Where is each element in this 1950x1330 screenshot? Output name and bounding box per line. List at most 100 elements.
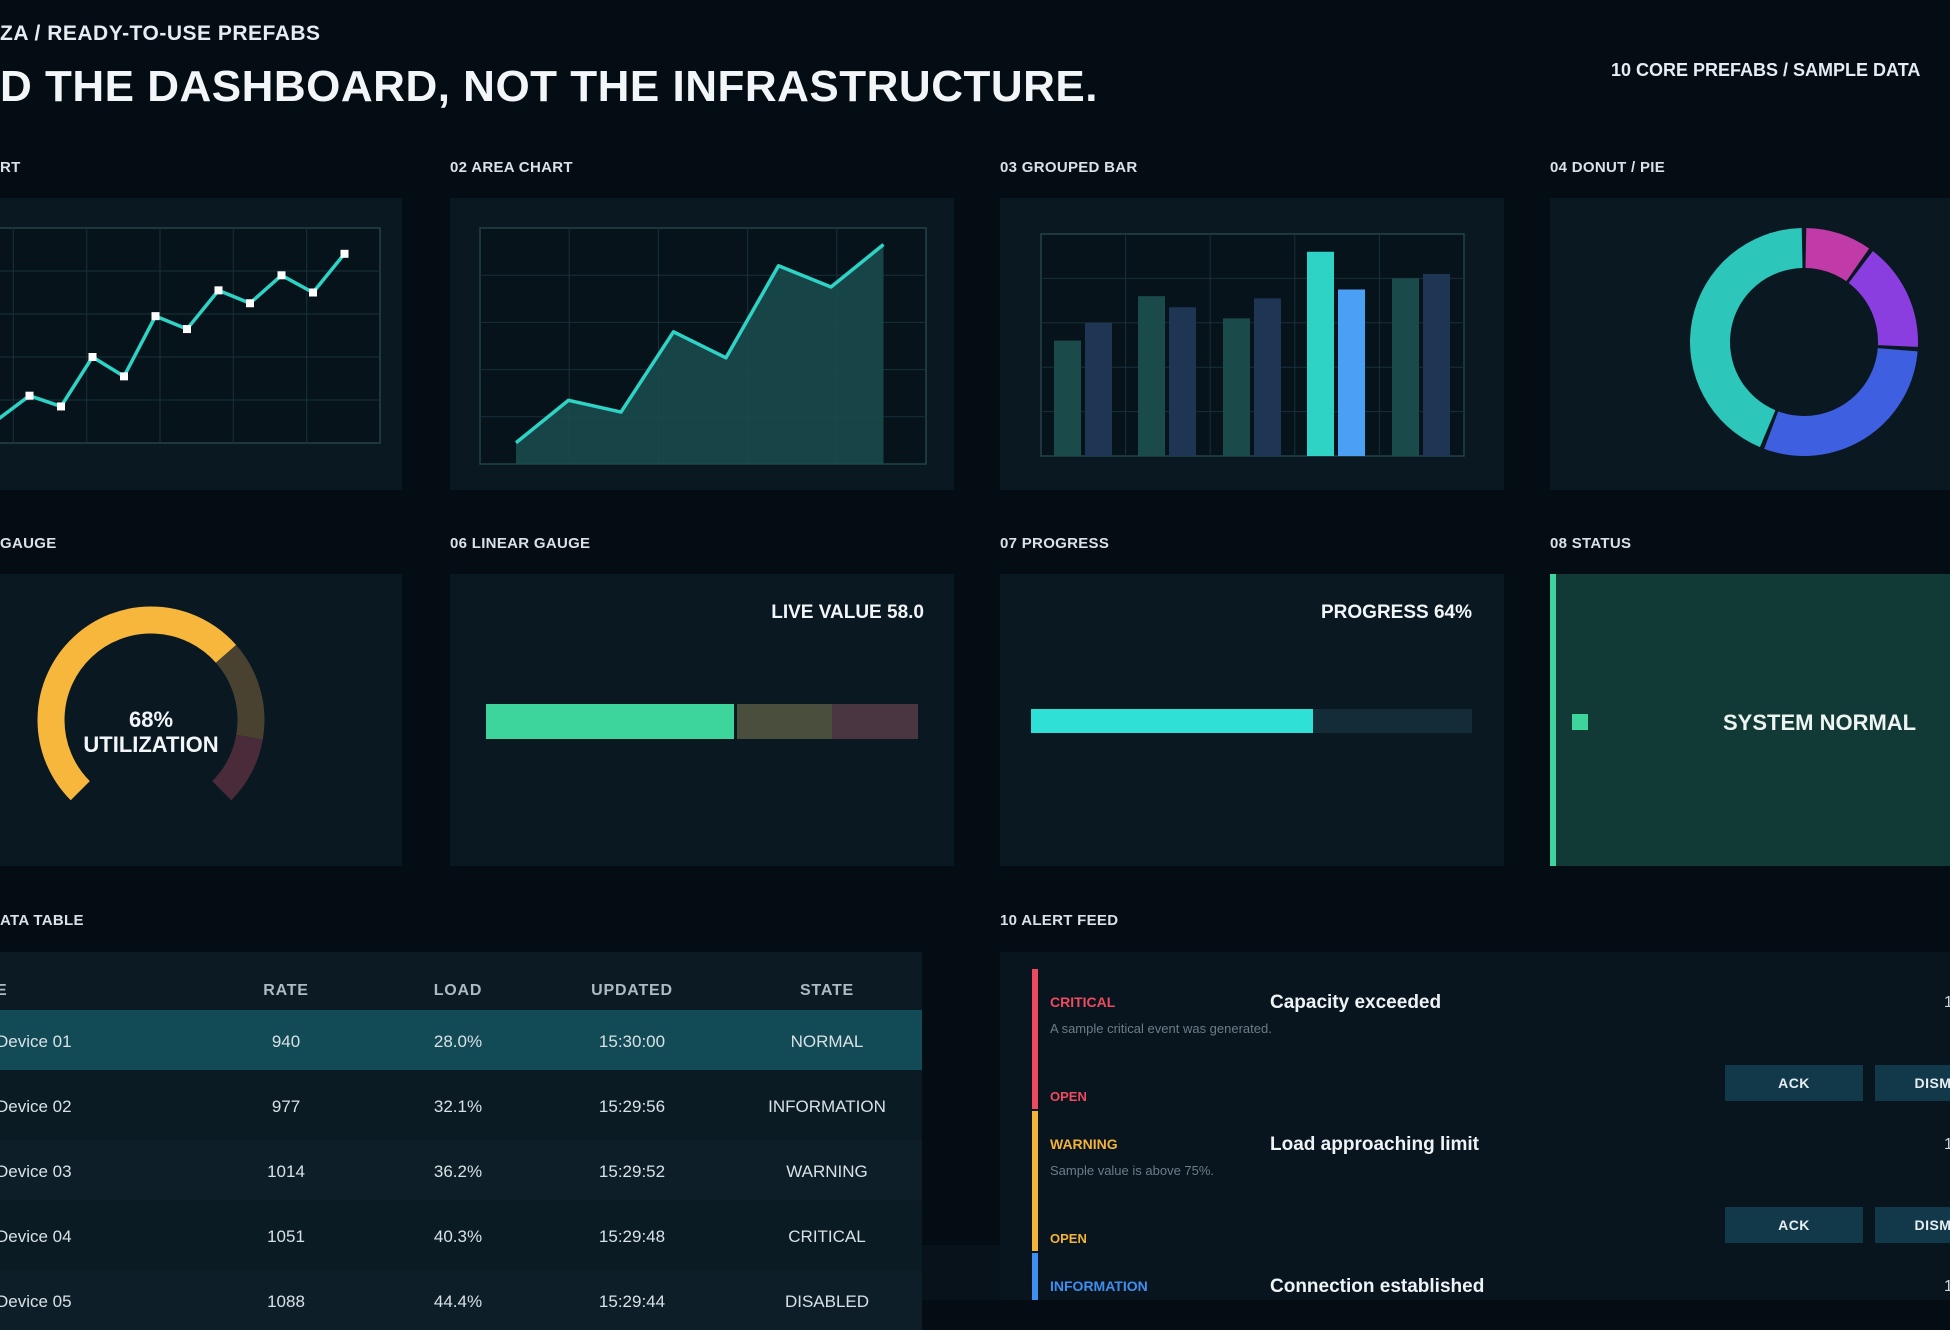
donut-chart: [1690, 228, 1918, 456]
section-label-status: 08 STATUS: [1550, 535, 1632, 552]
line-series: [0, 252, 346, 421]
status-panel: SYSTEM NORMAL: [1550, 574, 1950, 866]
line-point: [309, 288, 317, 297]
alert-time: 1: [1944, 1136, 1950, 1153]
column-header-updated[interactable]: UPDATED: [591, 982, 673, 999]
table-row[interactable]: Device 02 977 32.1% 15:29:56 INFORMATION: [0, 1075, 922, 1135]
status-accent-bar: [1550, 574, 1556, 866]
alert-title: Connection established: [1270, 1276, 1485, 1297]
alert-severity: INFORMATION: [1050, 1278, 1148, 1294]
section-label-donut: 04 DONUT / PIE: [1550, 159, 1666, 176]
alert-severity-bar: [1032, 1253, 1038, 1300]
table-row[interactable]: Device 03 1014 36.2% 15:29:52 WARNING: [0, 1140, 922, 1200]
ack-button[interactable]: ACK: [1725, 1207, 1863, 1243]
page-title: D THE DASHBOARD, NOT THE INFRASTRUCTURE.: [0, 62, 1098, 111]
alert-state: OPEN: [1050, 1089, 1087, 1104]
gauge-critical-band: [211, 734, 263, 801]
alert-severity-bar: [1032, 969, 1038, 1109]
section-label-linear-gauge: 06 LINEAR GAUGE: [450, 535, 591, 552]
line-point: [340, 249, 349, 258]
linear-gauge-crit-band: [831, 704, 918, 739]
table-cell-state: WARNING: [786, 1162, 868, 1181]
area-chart-panel: [450, 198, 954, 490]
section-label-area-chart: 02 AREA CHART: [450, 159, 573, 176]
alert-title: Load approaching limit: [1270, 1134, 1480, 1155]
table-row[interactable]: Device 04 1051 40.3% 15:29:48 CRITICAL: [0, 1205, 922, 1265]
alert-time: 1: [1944, 1278, 1950, 1295]
dismiss-button[interactable]: DISMISS: [1875, 1065, 1950, 1101]
line-point: [120, 372, 128, 381]
column-header-rate[interactable]: RATE: [263, 982, 309, 999]
table-cell-updated: 15:29:44: [598, 1292, 666, 1311]
line-point: [214, 286, 223, 295]
table-row[interactable]: Device 05 1088 44.4% 15:29:44 DISABLED: [0, 1270, 922, 1330]
prefab-count-label: 10 CORE PREFABS / SAMPLE DATA: [1611, 60, 1921, 80]
section-label-line-chart: RT: [0, 159, 21, 176]
progress-fill: [1031, 709, 1314, 733]
table-cell-state: NORMAL: [790, 1032, 864, 1051]
ack-button[interactable]: ACK: [1725, 1065, 1863, 1101]
table-cell-updated: 15:29:48: [598, 1227, 666, 1246]
table-cell-rate: 1088: [267, 1292, 305, 1311]
progress-label: PROGRESS 64%: [1321, 602, 1472, 623]
grouped-bar-chart: [1040, 233, 1465, 457]
bar-2-4: [1338, 289, 1365, 456]
section-label-radial-gauge: GAUGE: [0, 535, 57, 552]
table-cell-name: Device 03: [0, 1162, 72, 1181]
alert-state: OPEN: [1050, 1231, 1087, 1246]
bar-2-3: [1254, 298, 1281, 456]
bar-2-5: [1423, 273, 1450, 456]
bar-2-2: [1169, 307, 1196, 456]
linear-gauge-track: [486, 704, 918, 739]
table-cell-updated: 15:29:52: [598, 1162, 666, 1181]
line-point: [277, 271, 286, 280]
bar-1-4: [1307, 251, 1334, 456]
line-point: [151, 312, 160, 321]
table-cell-state: INFORMATION: [768, 1097, 886, 1116]
alert-severity-bar: [1032, 1111, 1038, 1251]
bar-1-1: [1054, 340, 1081, 456]
alert-severity: WARNING: [1050, 1136, 1118, 1152]
table-cell-load: 40.3%: [433, 1227, 483, 1246]
table-cell-load: 32.1%: [433, 1097, 483, 1116]
donut-slice: [1848, 251, 1918, 347]
alert-time: 1: [1944, 994, 1950, 1011]
column-header-name[interactable]: E: [0, 982, 8, 999]
donut-panel: [1550, 198, 1950, 490]
linear-gauge-panel: LIVE VALUE 58.0: [450, 574, 954, 866]
status-indicator-icon: [1572, 714, 1588, 730]
bar-2-1: [1085, 322, 1112, 456]
status-text: SYSTEM NORMAL: [1723, 710, 1917, 735]
section-label-grouped-bar: 03 GROUPED BAR: [1000, 159, 1138, 176]
table-cell-state: DISABLED: [784, 1292, 870, 1311]
line-point: [183, 325, 191, 334]
column-header-state[interactable]: STATE: [799, 982, 855, 999]
table-cell-name: Device 01: [0, 1032, 72, 1051]
line-point: [88, 353, 97, 361]
bar-1-2: [1138, 296, 1165, 456]
line-point: [57, 402, 65, 411]
line-chart-panel: [0, 198, 402, 490]
table-row[interactable]: Device 01 940 28.0% 15:30:00 NORMAL: [0, 1010, 922, 1070]
alert-severity: CRITICAL: [1050, 994, 1116, 1010]
progress-track: [1031, 709, 1472, 733]
donut-slice: [1805, 228, 1870, 282]
linear-gauge-warn-band: [736, 704, 832, 739]
area-chart: [479, 227, 927, 465]
alert-item: CRITICAL Capacity exceeded A sample critic…: [1032, 969, 1950, 1109]
table-cell-name: Device 02: [0, 1097, 72, 1116]
dismiss-button[interactable]: DISMISS: [1875, 1207, 1950, 1243]
radial-gauge: 68% UTILIZATION: [37, 606, 265, 801]
alert-description: Sample value is above 75%.: [1050, 1163, 1215, 1178]
column-header-load[interactable]: LOAD: [433, 982, 483, 999]
alert-feed: CRITICAL Capacity exceeded A sample critic…: [1000, 952, 1950, 1300]
donut-slice: [1764, 348, 1918, 456]
plot-area: [0, 227, 381, 444]
data-table: E RATE LOAD UPDATED STATE Device 01 940 28…: [0, 952, 922, 1330]
alert-item: WARNING Load approaching limit Sample valu…: [1032, 1111, 1950, 1251]
bar-1-3: [1223, 318, 1250, 456]
table-cell-name: Device 04: [0, 1227, 72, 1246]
table-cell-name: Device 05: [0, 1292, 72, 1311]
grouped-bar-panel: [1000, 198, 1504, 490]
